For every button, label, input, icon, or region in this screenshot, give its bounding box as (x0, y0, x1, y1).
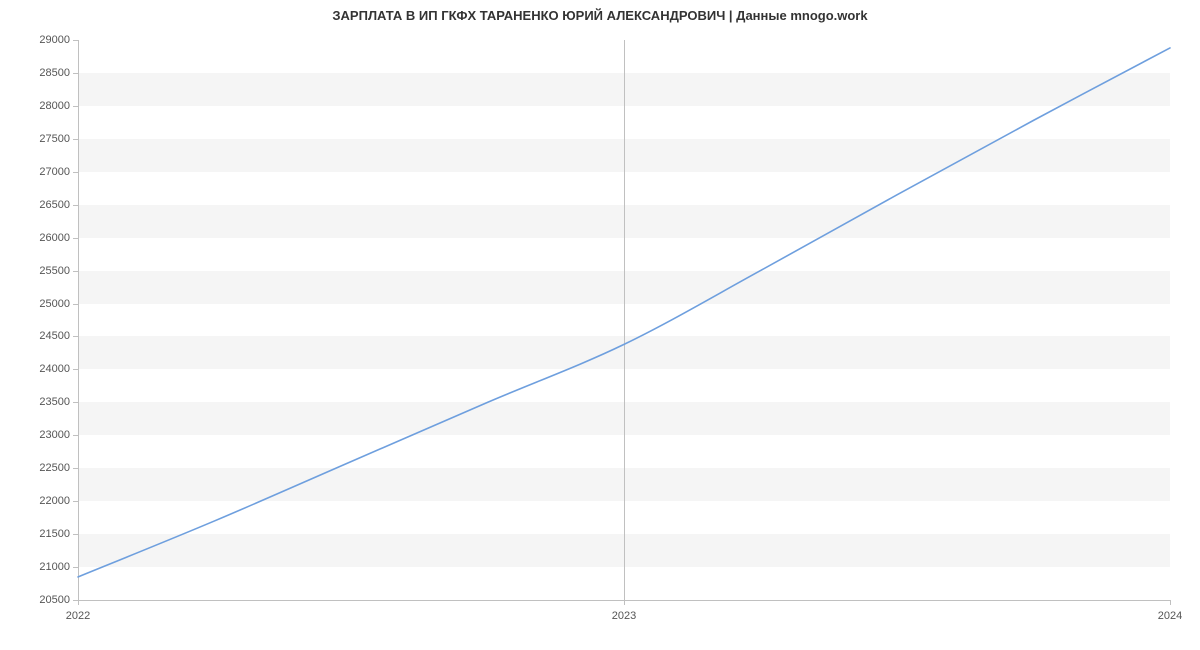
y-tick-label: 27000 (28, 166, 70, 178)
chart-title: ЗАРПЛАТА В ИП ГКФХ ТАРАНЕНКО ЮРИЙ АЛЕКСА… (0, 8, 1200, 23)
y-tick-label: 27500 (28, 133, 70, 145)
x-tick (1170, 600, 1171, 605)
y-tick-label: 21000 (28, 561, 70, 573)
y-tick-label: 23000 (28, 429, 70, 441)
y-tick-label: 23500 (28, 396, 70, 408)
x-tick (78, 600, 79, 605)
salary-chart: ЗАРПЛАТА В ИП ГКФХ ТАРАНЕНКО ЮРИЙ АЛЕКСА… (0, 0, 1200, 650)
y-tick-label: 28000 (28, 100, 70, 112)
y-tick-label: 22000 (28, 495, 70, 507)
line-layer (78, 40, 1170, 600)
y-tick-label: 20500 (28, 594, 70, 606)
y-tick-label: 26000 (28, 232, 70, 244)
y-tick-label: 29000 (28, 34, 70, 46)
plot-area: 2050021000215002200022500230002350024000… (78, 40, 1170, 600)
x-tick-label: 2023 (612, 610, 636, 622)
y-tick-label: 24500 (28, 330, 70, 342)
y-tick-label: 26500 (28, 199, 70, 211)
x-tick-label: 2022 (66, 610, 90, 622)
y-tick-label: 28500 (28, 67, 70, 79)
y-tick-label: 22500 (28, 462, 70, 474)
x-tick-label: 2024 (1158, 610, 1182, 622)
y-tick-label: 25000 (28, 298, 70, 310)
x-tick (624, 600, 625, 605)
salary-line (78, 48, 1170, 577)
y-tick-label: 24000 (28, 363, 70, 375)
y-tick-label: 25500 (28, 265, 70, 277)
y-tick-label: 21500 (28, 528, 70, 540)
